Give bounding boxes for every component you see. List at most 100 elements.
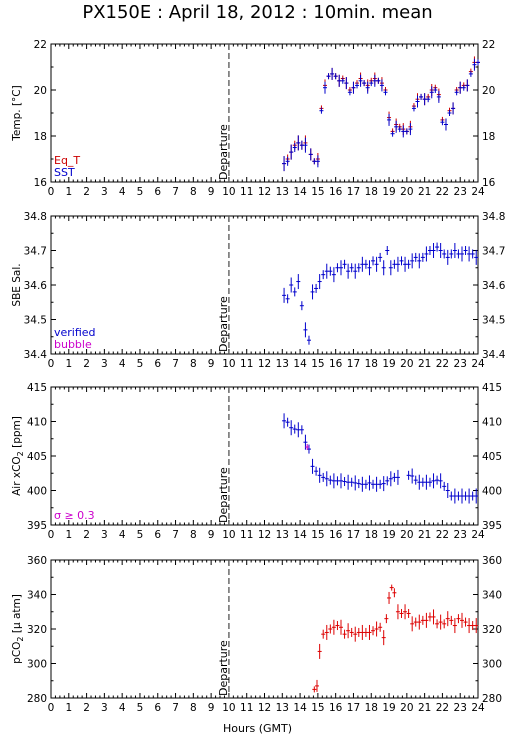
x-tick-label: 16: [329, 358, 343, 370]
legend-entry: verified: [54, 326, 96, 339]
x-tick-label: 3: [101, 358, 108, 370]
x-tick-label: 18: [365, 358, 378, 370]
y-tick-label: 34.7: [24, 246, 47, 258]
x-tick-label: 11: [240, 186, 253, 198]
chart-title: PX150E : April 18, 2012 : 10min. mean: [82, 2, 433, 23]
series-2: [305, 444, 310, 451]
x-tick-label: 15: [311, 358, 324, 370]
x-tick-label: 15: [311, 702, 324, 714]
x-tick-label: 13: [276, 529, 289, 541]
x-tick-label: 1: [65, 358, 72, 370]
x-tick-label: 23: [454, 186, 467, 198]
x-tick-label: 22: [436, 186, 449, 198]
x-tick-label: 11: [240, 702, 253, 714]
x-tick-label: 8: [190, 529, 197, 541]
x-tick-label: 0: [48, 702, 55, 714]
plot-frame: [50, 215, 479, 355]
y-tick-label: 300: [482, 659, 502, 671]
y-axis-title: Air xCO2 [ppm]: [11, 416, 25, 496]
y-tick-label: 20: [34, 85, 47, 97]
x-tick-label: 4: [119, 358, 126, 370]
y-tick-label: 34.5: [24, 315, 47, 327]
x-tick-label: 24: [471, 529, 485, 541]
y-tick-label: 16: [482, 177, 496, 189]
x-tick-label: 10: [222, 186, 235, 198]
y-tick-label: 405: [27, 451, 47, 463]
x-tick-label: 6: [154, 186, 161, 198]
y-axis-title: Temp. [°C]: [11, 85, 23, 141]
x-tick-label: 4: [119, 529, 126, 541]
x-tick-label: 7: [172, 702, 179, 714]
x-tick-label: 8: [190, 358, 197, 370]
y-tick-label: 395: [27, 520, 47, 532]
x-tick-label: 18: [365, 186, 378, 198]
x-tick-label: 18: [365, 529, 378, 541]
x-tick-label: 21: [418, 529, 431, 541]
x-tick-label: 10: [222, 529, 235, 541]
x-tick-label: 5: [137, 529, 144, 541]
x-tick-label: 17: [347, 358, 360, 370]
y-tick-label: 34.6: [24, 280, 48, 292]
y-tick-label: 16: [34, 177, 48, 189]
x-tick-label: 4: [119, 186, 126, 198]
x-tick-label: 2: [83, 186, 90, 198]
x-tick-label: 5: [137, 358, 144, 370]
y-tick-label: 320: [27, 624, 47, 636]
y-tick-label: 360: [482, 555, 502, 567]
x-tick-label: 23: [454, 358, 467, 370]
departure-label: Departure: [217, 640, 230, 696]
x-tick-label: 12: [258, 702, 271, 714]
x-tick-label: 12: [258, 529, 271, 541]
y-tick-label: 280: [27, 693, 47, 705]
y-tick-label: 34.5: [482, 315, 505, 327]
x-axis-title: Hours (GMT): [222, 722, 293, 735]
y-tick-label: 34.7: [482, 246, 505, 258]
x-tick-label: 6: [154, 702, 161, 714]
y-tick-label: 360: [27, 555, 47, 567]
x-tick-label: 14: [293, 186, 307, 198]
x-tick-label: 7: [172, 358, 179, 370]
y-tick-label: 415: [27, 382, 47, 394]
x-tick-label: 3: [101, 702, 108, 714]
x-tick-label: 13: [276, 702, 289, 714]
x-tick-label: 22: [436, 702, 449, 714]
y-tick-label: 410: [482, 417, 502, 429]
y-tick-label: 18: [482, 131, 495, 143]
chart-panel-3: 0 1 2 3 4 5 6 7 8 9 10 11 12 13 14 15 16 17 18 19 20 21 22 23 24…: [11, 382, 502, 541]
y-tick-label: 22: [34, 39, 47, 51]
x-tick-label: 13: [276, 358, 289, 370]
x-tick-label: 15: [311, 529, 324, 541]
x-tick-label: 9: [208, 702, 215, 714]
y-tick-label: 415: [482, 382, 502, 394]
x-tick-label: 6: [154, 529, 161, 541]
y-tick-label: 22: [482, 39, 495, 51]
x-tick-label: 10: [222, 358, 235, 370]
y-tick-label: 34.6: [482, 280, 506, 292]
x-tick-label: 19: [382, 358, 395, 370]
departure-label: Departure: [217, 467, 230, 523]
departure-label: Departure: [217, 124, 230, 180]
x-tick-label: 16: [329, 186, 343, 198]
x-tick-label: 24: [471, 702, 485, 714]
x-tick-label: 17: [347, 186, 360, 198]
y-tick-label: 34.4: [24, 349, 48, 361]
x-tick-label: 6: [154, 358, 161, 370]
y-tick-label: 340: [482, 590, 502, 602]
x-tick-label: 9: [208, 529, 215, 541]
legend-entry: SST: [54, 166, 75, 179]
x-tick-label: 1: [65, 529, 72, 541]
y-tick-label: 400: [27, 486, 47, 498]
y-axis-title: SBE Sal.: [11, 263, 23, 306]
x-tick-label: 18: [365, 702, 378, 714]
x-tick-label: 15: [311, 186, 324, 198]
x-tick-label: 12: [258, 358, 271, 370]
x-tick-label: 14: [293, 529, 307, 541]
y-tick-label: 400: [482, 486, 502, 498]
x-tick-label: 20: [400, 358, 413, 370]
departure-label: Departure: [217, 296, 230, 352]
x-tick-label: 19: [382, 702, 395, 714]
x-tick-label: 19: [382, 186, 395, 198]
series-1: [282, 413, 479, 504]
y-tick-label: 34.8: [482, 211, 505, 223]
